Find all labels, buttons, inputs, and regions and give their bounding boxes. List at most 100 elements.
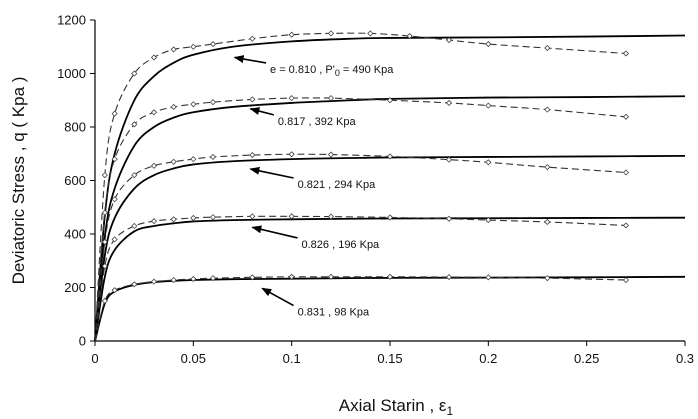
data-point-marker xyxy=(622,276,630,284)
x-tick-label: 0 xyxy=(91,351,98,366)
data-point-marker xyxy=(209,214,217,221)
x-tick-label: 0.1 xyxy=(283,351,301,366)
data-point-marker xyxy=(249,35,256,42)
y-tick-label: 400 xyxy=(64,227,86,242)
annotation-text: 0.826 , 196 Kpa xyxy=(302,239,381,251)
data-point-marker xyxy=(190,156,197,163)
annotation-text: e = 0.810 , P' xyxy=(270,64,335,76)
data-point-marker xyxy=(544,218,551,226)
data-point-marker xyxy=(131,70,138,77)
data-point-marker xyxy=(406,32,413,40)
data-point-marker xyxy=(111,287,118,294)
annotation-arrow xyxy=(249,107,275,116)
y-tick-label: 600 xyxy=(64,173,86,188)
x-tick-label: 0.2 xyxy=(479,351,497,366)
data-point-marker xyxy=(622,113,630,120)
data-point-marker xyxy=(386,97,394,104)
data-point-marker xyxy=(170,216,177,223)
annotation-subscript: 0 xyxy=(335,68,340,78)
data-point-marker xyxy=(190,275,197,283)
y-tick-label: 0 xyxy=(79,334,86,349)
measured-curve-7 xyxy=(94,215,627,342)
data-point-marker xyxy=(170,158,177,165)
data-point-marker xyxy=(367,30,374,37)
predicted-curve-8 xyxy=(94,275,686,342)
data-point-marker xyxy=(544,106,551,113)
data-point-marker xyxy=(445,274,453,281)
data-point-marker xyxy=(131,222,138,230)
data-point-marker xyxy=(445,156,453,163)
series-layer xyxy=(94,30,686,342)
data-point-marker xyxy=(150,162,158,169)
data-point-marker xyxy=(386,153,394,160)
measured-curve-9 xyxy=(94,276,627,342)
data-point-marker xyxy=(445,215,453,222)
annotation-layer: e = 0.810 , P'0 = 490 Kpa 0.817 , 392 Kpa… xyxy=(233,55,394,319)
data-point-marker xyxy=(288,151,295,158)
data-point-marker xyxy=(249,152,256,159)
data-point-marker xyxy=(327,95,335,102)
y-tick-label: 200 xyxy=(64,280,86,295)
data-point-marker xyxy=(190,101,197,108)
measured-curve-1 xyxy=(94,32,627,342)
data-point-marker xyxy=(288,95,295,102)
data-point-marker xyxy=(111,196,118,203)
measured-curve-5 xyxy=(94,153,627,342)
data-point-marker xyxy=(190,214,197,222)
predicted-curve-0 xyxy=(94,34,686,342)
data-point-marker xyxy=(170,276,177,284)
predicted-curve-2 xyxy=(94,95,686,342)
measured-curve-3 xyxy=(94,97,627,342)
data-point-marker xyxy=(101,172,108,179)
data-point-marker xyxy=(101,238,108,246)
data-point-marker xyxy=(101,263,108,270)
y-tick-label: 1200 xyxy=(57,13,86,28)
annotation-text: 0.817 , 392 Kpa xyxy=(278,116,357,128)
data-point-marker xyxy=(544,164,551,171)
data-point-marker xyxy=(131,281,138,288)
data-point-marker xyxy=(622,50,630,57)
axes: 0 200 400 600 800 1000 1200 0 0.05 0.1 0.15 0.2 0.25… xyxy=(57,13,694,367)
data-point-marker xyxy=(327,151,335,158)
data-point-marker xyxy=(170,46,177,53)
data-point-marker xyxy=(386,214,394,221)
data-point-marker xyxy=(485,102,492,109)
data-point-marker xyxy=(327,273,335,280)
data-point-marker xyxy=(209,153,217,161)
data-point-marker xyxy=(101,209,108,216)
data-point-marker xyxy=(111,156,118,163)
annotation-arrow xyxy=(249,166,294,179)
data-point-marker xyxy=(209,41,217,48)
data-point-marker xyxy=(622,169,630,176)
annotation-label: 0.831 , 98 Kpa xyxy=(298,307,370,319)
x-tick-label: 0.25 xyxy=(574,351,599,366)
annotation-text: 0.831 , 98 Kpa xyxy=(298,307,370,319)
annotation-text: 0.821 , 294 Kpa xyxy=(298,179,377,191)
annotation-text-tail: = 490 Kpa xyxy=(340,64,394,76)
data-point-marker xyxy=(327,213,335,220)
data-point-marker xyxy=(622,222,630,229)
x-axis-title: Axial Starin , ε1 xyxy=(339,396,454,418)
data-point-marker xyxy=(150,109,158,116)
data-point-marker xyxy=(544,275,551,282)
axis-label-layer: Axial Starin , ε1 Deviatoric Stress , q (… xyxy=(9,77,454,418)
data-point-marker xyxy=(131,121,138,128)
data-point-marker xyxy=(249,96,256,103)
x-tick-label: 0.3 xyxy=(676,351,694,366)
data-point-marker xyxy=(150,278,158,285)
x-tick-label: 0.05 xyxy=(181,351,206,366)
annotation-arrow xyxy=(233,55,267,64)
x-axis-title-subscript: 1 xyxy=(447,404,454,418)
annotation-label: 0.826 , 196 Kpa xyxy=(302,239,381,251)
data-point-marker xyxy=(131,172,138,179)
data-point-marker xyxy=(386,273,394,280)
data-point-marker xyxy=(209,99,217,106)
data-point-marker xyxy=(170,103,177,111)
data-point-marker xyxy=(209,275,217,282)
data-point-marker xyxy=(327,30,335,37)
data-point-marker xyxy=(445,99,453,106)
data-point-marker xyxy=(249,274,256,281)
data-point-marker xyxy=(288,273,295,280)
annotation-label: 0.821 , 294 Kpa xyxy=(298,179,377,191)
